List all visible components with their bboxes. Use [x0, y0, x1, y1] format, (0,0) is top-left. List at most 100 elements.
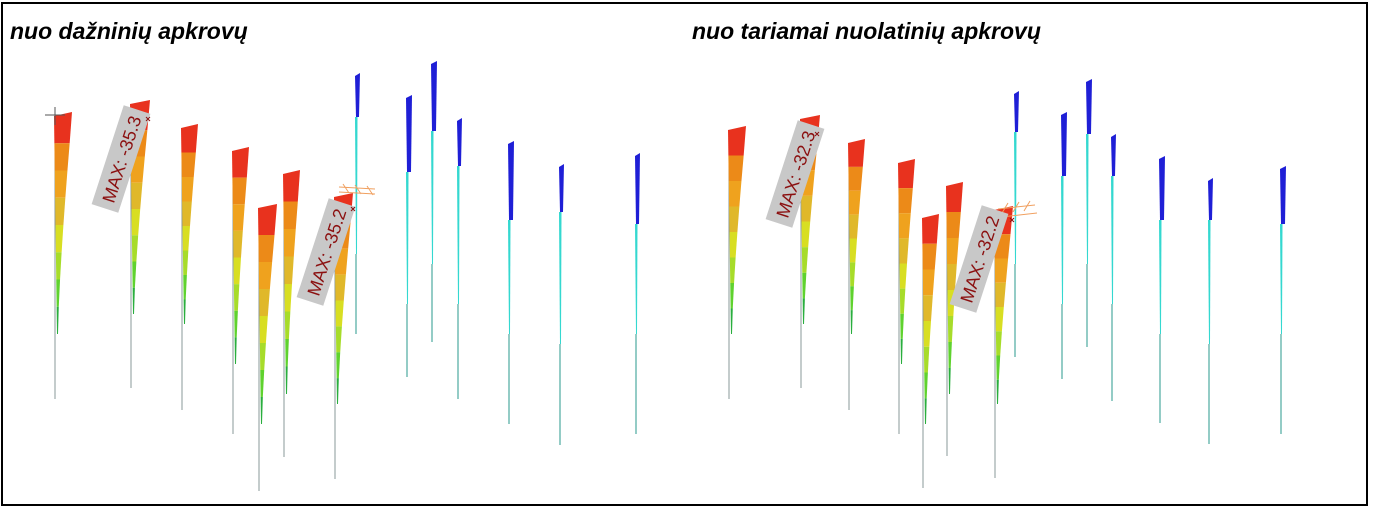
- stress-band: [995, 282, 1006, 307]
- stress-band: [406, 95, 412, 172]
- stress-band: [1111, 134, 1116, 176]
- stress-band: [923, 321, 931, 347]
- stress-band: [899, 288, 906, 314]
- stress-band: [283, 170, 300, 202]
- pile-stress-diagram: [508, 141, 514, 424]
- stress-band: [995, 307, 1004, 332]
- stress-band: [924, 372, 928, 399]
- stress-band: [923, 346, 930, 373]
- stress-band: [1086, 134, 1089, 264]
- stress-band: [508, 141, 514, 220]
- stress-band: [1014, 132, 1017, 264]
- stress-band: [849, 214, 859, 239]
- panel-title-right: nuo tariamai nuolatinių apkrovų: [692, 18, 1041, 44]
- crosshair-icon: [45, 107, 65, 125]
- pile-stress-diagram: [258, 204, 277, 491]
- stress-band: [922, 243, 937, 270]
- stress-band: [635, 224, 638, 334]
- pile-stress-diagram: [1089, 80, 1090, 83]
- stress-band: [234, 310, 238, 338]
- stress-band: [132, 287, 135, 314]
- stress-band: [1280, 166, 1286, 224]
- pile-stress-diagram: [1159, 156, 1165, 423]
- stress-band: [922, 214, 939, 244]
- stress-band: [947, 316, 954, 342]
- pile-stress-diagram: [1111, 134, 1116, 401]
- pile-stress-diagram: [728, 126, 746, 399]
- stress-band: [559, 212, 562, 344]
- pile-stress-diagram: [848, 139, 865, 410]
- local-axis-icon: [338, 183, 376, 196]
- stress-band: [56, 279, 61, 307]
- stress-band: [729, 257, 736, 283]
- stress-band: [996, 355, 1001, 380]
- stress-band: [1061, 176, 1064, 304]
- stress-band: [1208, 178, 1213, 220]
- stress-band: [232, 204, 245, 231]
- stress-band: [1159, 156, 1165, 220]
- stress-band: [559, 164, 564, 212]
- stress-band: [183, 299, 186, 324]
- pile-stress-diagram: [283, 170, 300, 457]
- stress-band: [233, 230, 243, 258]
- pile-stress-diagram: [1086, 79, 1092, 347]
- pile-stress-diagram: [54, 112, 72, 399]
- stress-band: [923, 295, 933, 321]
- max-marker-icon: [145, 116, 1015, 223]
- stress-band: [335, 300, 344, 327]
- stress-band: [730, 308, 733, 334]
- stress-band: [1208, 220, 1211, 344]
- stress-band: [182, 201, 192, 226]
- stress-band: [181, 124, 198, 153]
- stress-band: [260, 397, 263, 424]
- pile-stress-diagram: [355, 73, 360, 334]
- stress-band: [284, 284, 292, 312]
- stress-band: [1089, 80, 1090, 83]
- stress-band: [233, 284, 240, 311]
- pile-stress-diagram: [457, 118, 462, 399]
- stress-band: [258, 204, 277, 235]
- stress-band: [183, 275, 187, 300]
- stress-band: [801, 195, 813, 222]
- stress-band: [355, 73, 360, 117]
- stress-band: [284, 256, 294, 284]
- stress-band: [849, 238, 857, 263]
- stress-band: [802, 298, 805, 324]
- stress-band: [131, 235, 139, 262]
- stress-band: [801, 247, 809, 273]
- stress-band: [54, 170, 68, 198]
- stress-band: [55, 225, 64, 253]
- pile-stress-diagram: [922, 214, 939, 488]
- stress-band: [54, 143, 70, 171]
- pile-stress-diagram: [1208, 178, 1213, 444]
- stress-band: [260, 370, 265, 397]
- pile-stress-diagram: [1061, 112, 1067, 379]
- stress-band: [922, 269, 935, 296]
- stress-band: [285, 366, 288, 394]
- stress-band: [946, 182, 963, 212]
- stress-band: [898, 213, 911, 239]
- stress-band: [898, 188, 913, 214]
- stress-band: [335, 326, 342, 353]
- stress-band: [1159, 220, 1162, 334]
- stress-band: [948, 368, 951, 394]
- stress-band: [849, 262, 856, 287]
- stress-band: [285, 339, 289, 367]
- stress-band: [54, 112, 72, 144]
- stress-band: [355, 117, 358, 254]
- piles-diagram: MAX: -35.3 MAX: -35.2 MAX: -32.3 MAX: -3…: [45, 61, 1286, 491]
- stress-band: [335, 274, 346, 301]
- pile-stress-diagram: [1014, 91, 1019, 357]
- stress-band: [232, 147, 249, 178]
- pile-stress-diagram: [232, 147, 249, 434]
- stress-band: [900, 338, 903, 364]
- pile-stress-diagram: [406, 95, 412, 377]
- stress-band: [802, 272, 807, 299]
- stress-band: [283, 229, 296, 257]
- stress-band: [181, 152, 196, 177]
- stress-band: [946, 238, 959, 264]
- stress-band: [996, 379, 999, 404]
- stress-band: [336, 378, 339, 404]
- stress-band: [431, 61, 437, 131]
